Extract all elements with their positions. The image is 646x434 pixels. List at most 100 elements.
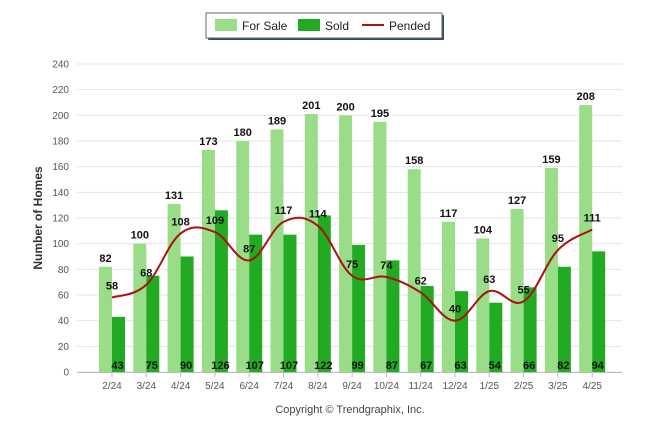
x-tick-label: 8/24 [308, 381, 328, 392]
data-label-for-sale: 159 [542, 154, 560, 166]
bar-sold [283, 234, 297, 372]
x-tick-label: 6/24 [239, 381, 259, 392]
bar-for-sale [270, 129, 284, 372]
legend-swatch-for-sale [215, 19, 237, 31]
pended-line-group [111, 216, 593, 322]
x-tick-label: 10/24 [374, 381, 399, 392]
bar-for-sale [476, 238, 490, 372]
data-label-pended: 74 [380, 260, 393, 272]
data-label-for-sale: 200 [336, 101, 354, 113]
x-tick-label: 4/25 [582, 381, 602, 392]
bar-for-sale [373, 121, 387, 372]
bar-sold [489, 302, 503, 372]
data-label-sold: 87 [386, 360, 398, 372]
y-tick-label: 60 [58, 291, 70, 302]
data-label-for-sale: 131 [165, 190, 183, 202]
data-label-sold: 126 [211, 360, 229, 372]
bar-sold [386, 260, 400, 372]
data-label-for-sale: 201 [302, 100, 320, 112]
data-label-for-sale: 195 [371, 108, 389, 120]
data-label-pended: 117 [275, 205, 293, 217]
x-tick-label: 3/24 [137, 381, 157, 392]
data-label-pended: 40 [449, 304, 461, 316]
data-label-pended: 87 [243, 243, 255, 255]
data-label-for-sale: 189 [268, 115, 286, 127]
data-label-pended: 58 [106, 281, 118, 293]
legend: For Sale Sold Pended [205, 12, 444, 40]
y-tick-label: 80 [58, 265, 70, 276]
y-tick-label: 180 [52, 137, 69, 148]
y-tick-label: 0 [63, 368, 69, 379]
bar-sold [420, 286, 434, 372]
y-tick-label: 40 [58, 316, 70, 327]
bar-sold [523, 287, 537, 372]
data-labels: 82 43 100 75 131 90 173 126 180 107 189 107 201 122 20… [99, 91, 604, 372]
data-label-pended: 68 [140, 268, 152, 280]
bar-for-sale [510, 209, 524, 372]
bar-sold [455, 291, 468, 372]
data-label-pended: 62 [415, 275, 427, 287]
legend-swatch-sold [298, 19, 320, 31]
data-label-pended: 114 [309, 209, 328, 221]
data-label-sold: 82 [557, 360, 569, 372]
x-tick-label: 11/24 [409, 381, 434, 392]
data-label-sold: 107 [280, 360, 298, 372]
x-tick-label: 1/25 [480, 381, 500, 392]
bars [99, 105, 606, 373]
x-tick-label: 9/24 [342, 381, 362, 392]
bar-sold [180, 256, 194, 372]
data-label-sold: 122 [314, 360, 332, 372]
data-label-sold: 54 [489, 360, 502, 372]
bar-sold [249, 234, 263, 372]
data-label-for-sale: 158 [405, 155, 423, 167]
data-label-sold: 63 [454, 360, 466, 372]
bar-sold [112, 316, 125, 372]
x-tick-label: 3/25 [548, 381, 568, 392]
bar-sold [592, 251, 606, 372]
data-label-sold: 107 [246, 360, 264, 372]
bar-sold [146, 275, 160, 372]
bar-for-sale [442, 221, 455, 372]
pended-line [111, 216, 593, 322]
y-tick-label: 240 [52, 60, 69, 71]
data-label-sold: 99 [351, 360, 363, 372]
bar-for-sale [236, 141, 250, 372]
bar-sold [317, 215, 331, 372]
y-tick-label: 100 [52, 239, 69, 250]
data-label-pended: 55 [517, 284, 529, 296]
legend-label-sold: Sold [325, 19, 349, 33]
x-tick-label: 2/25 [514, 381, 534, 392]
data-label-sold: 66 [523, 360, 535, 372]
data-label-for-sale: 180 [234, 127, 252, 139]
data-label-pended: 109 [206, 215, 224, 227]
x-tick-label: 12/24 [442, 381, 467, 392]
bar-for-sale [167, 203, 181, 372]
data-label-for-sale: 82 [99, 253, 111, 265]
data-label-pended: 108 [171, 216, 189, 228]
data-label-sold: 90 [180, 360, 192, 372]
y-tick-label: 120 [52, 214, 69, 225]
data-label-sold: 75 [146, 360, 158, 372]
bar-sold [214, 210, 228, 372]
legend-label-pended: Pended [389, 19, 430, 33]
data-label-sold: 67 [420, 360, 432, 372]
data-label-pended: 111 [584, 213, 601, 225]
y-tick-label: 220 [52, 85, 69, 96]
data-label-for-sale: 117 [440, 208, 458, 220]
x-tick-label: 7/24 [274, 381, 294, 392]
bar-for-sale [339, 115, 353, 372]
copyright-text: Copyright © Trendgraphix, Inc. [275, 404, 424, 416]
data-label-for-sale: 100 [131, 230, 149, 242]
data-label-for-sale: 173 [199, 136, 217, 148]
bar-for-sale [133, 243, 147, 372]
x-tick-label: 2/24 [102, 381, 122, 392]
y-tick-label: 140 [52, 188, 69, 199]
y-axis-title: Number of Homes [31, 166, 45, 270]
axes: 0 20 40 60 80 100 120 140 160 180 200 220 240 2/24 3/2… [52, 60, 622, 392]
data-label-pended: 63 [483, 274, 495, 286]
y-tick-label: 20 [58, 342, 70, 353]
x-tick-label: 5/24 [205, 381, 225, 392]
data-label-for-sale: 127 [508, 195, 526, 207]
bar-for-sale [99, 266, 112, 372]
